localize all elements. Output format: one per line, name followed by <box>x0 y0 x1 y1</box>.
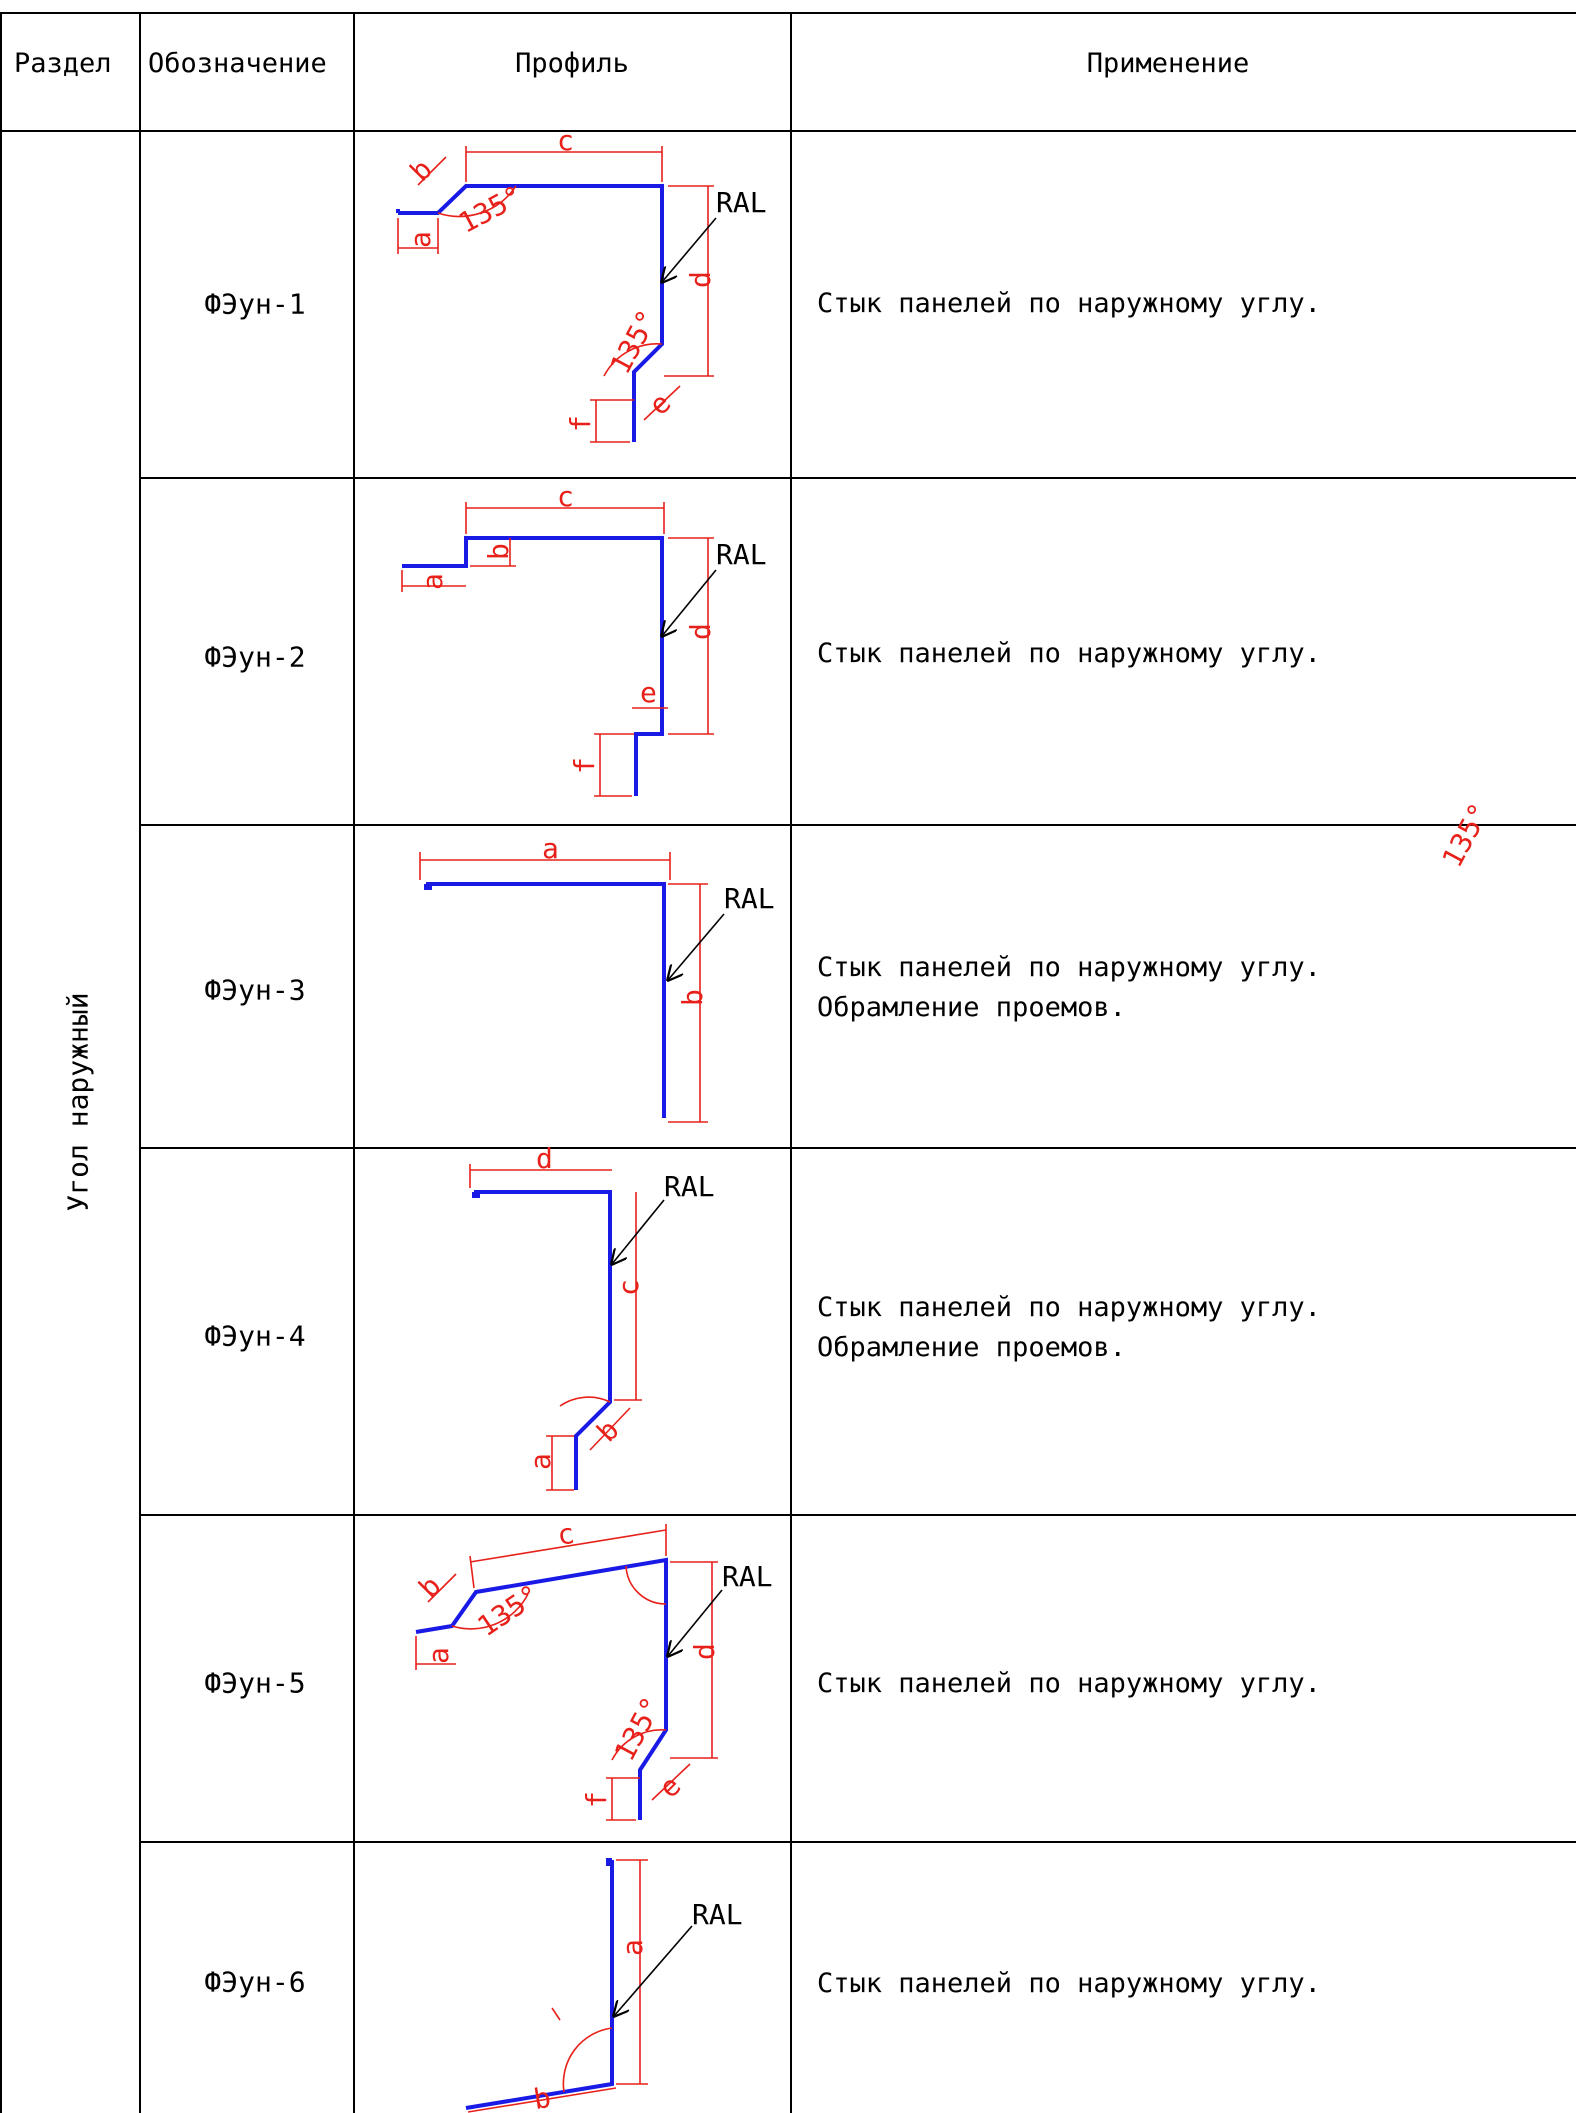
dim-label-d: d <box>684 271 717 288</box>
dim-label-a: a <box>404 231 437 248</box>
dim-label-a: a <box>422 1647 455 1664</box>
dim-label-c: c <box>557 480 574 513</box>
profile-1-drawing: c b a 135° d 135° e <box>396 124 767 443</box>
designation: ФЭун-3 <box>204 973 306 1007</box>
application-line: Стык панелей по наружному углу. <box>817 1292 1321 1323</box>
header-designation: Обозначение <box>148 48 327 79</box>
application-text: Стык панелей по наружному углу. <box>817 1664 1321 1704</box>
dim-label-a: a <box>524 1453 557 1470</box>
angle-label-2: 135° <box>608 1691 669 1766</box>
ral-label: RAL <box>692 1898 743 1931</box>
profile-4-drawing: d c b 135° a RAL <box>469 798 1497 1491</box>
table-top-border <box>0 12 1576 14</box>
dim-label-f: f <box>568 757 601 774</box>
application-text: Стык панелей по наружному углу. <box>817 634 1321 674</box>
row-divider <box>139 477 1576 479</box>
application-line: Стык панелей по наружному углу. <box>817 952 1321 983</box>
header-profile: Профиль <box>515 48 629 79</box>
ral-label: RAL <box>722 1560 773 1593</box>
designation: ФЭун-4 <box>204 1319 306 1353</box>
ral-label: RAL <box>716 538 767 571</box>
profile-3-line <box>426 882 666 1118</box>
application-line: Стык панелей по наружному углу. <box>817 638 1321 669</box>
ral-label: RAL <box>724 882 775 915</box>
profile-2-line <box>402 536 664 796</box>
col-divider <box>790 12 792 2113</box>
dim-label-b: b <box>676 989 709 1006</box>
col-divider <box>139 12 141 2113</box>
angle-label-1: 135° <box>1436 798 1497 873</box>
application-text: Стык панелей по наружному углу. <box>817 284 1321 324</box>
dim-label-e: e <box>640 676 657 709</box>
profile-5-drawing: c b a 135° d 135° e <box>412 1517 773 1821</box>
dim-label-a: a <box>616 1939 649 1956</box>
profile-3-drawing: a b RAL <box>419 832 775 1123</box>
profile-6-line <box>465 1860 614 2110</box>
ral-label: RAL <box>716 186 767 219</box>
row-divider <box>139 1841 1576 1843</box>
profile-6-drawing: a b RAL <box>465 1858 743 2113</box>
dim-label-e: e <box>652 1769 687 1804</box>
ral-label: RAL <box>664 1170 715 1203</box>
dim-label-f: f <box>564 415 597 432</box>
angle-label-2: 135° <box>604 304 665 379</box>
application-text: Стык панелей по наружному углу. Обрамлен… <box>817 1288 1321 1368</box>
dim-label-d: d <box>536 1142 553 1175</box>
dim-label-d: d <box>684 623 717 640</box>
col-divider <box>353 12 355 2113</box>
dim-label-d: d <box>688 1643 721 1660</box>
header-application: Применение <box>1086 48 1250 79</box>
dim-label-c: c <box>555 1517 577 1552</box>
dim-label-a: a <box>542 832 559 865</box>
dim-label-b: b <box>482 543 515 560</box>
dim-label-a: a <box>416 573 449 590</box>
application-line: Обрамление проемов. <box>817 1332 1126 1363</box>
application-line: Стык панелей по наружному углу. <box>817 1968 1321 1999</box>
dim-label-b: b <box>531 2081 553 2113</box>
profile-4-line <box>474 1190 612 1490</box>
dim-label-c: c <box>612 1279 645 1296</box>
table-left-border <box>0 12 2 2113</box>
application-line: Обрамление проемов. <box>817 992 1126 1023</box>
row-divider <box>139 1147 1576 1149</box>
header-bottom-border <box>0 130 1576 132</box>
application-line: Стык панелей по наружному углу. <box>817 288 1321 319</box>
designation: ФЭун-5 <box>204 1666 306 1700</box>
header-section: Раздел <box>14 48 112 79</box>
application-text: Стык панелей по наружному углу. Обрамлен… <box>817 948 1321 1028</box>
dim-label-c: c <box>557 124 574 157</box>
profile-2-drawing: c b a d e f RAL <box>401 480 767 797</box>
application-line: Стык панелей по наружному углу. <box>817 1668 1321 1699</box>
designation: ФЭун-1 <box>204 287 306 321</box>
row-divider <box>139 824 1576 826</box>
application-text: Стык панелей по наружному углу. <box>817 1964 1321 2004</box>
dim-label-f: f <box>580 1791 613 1808</box>
designation: ФЭун-6 <box>204 1965 306 1999</box>
designation: ФЭун-2 <box>204 640 306 674</box>
row-divider <box>139 1514 1576 1516</box>
